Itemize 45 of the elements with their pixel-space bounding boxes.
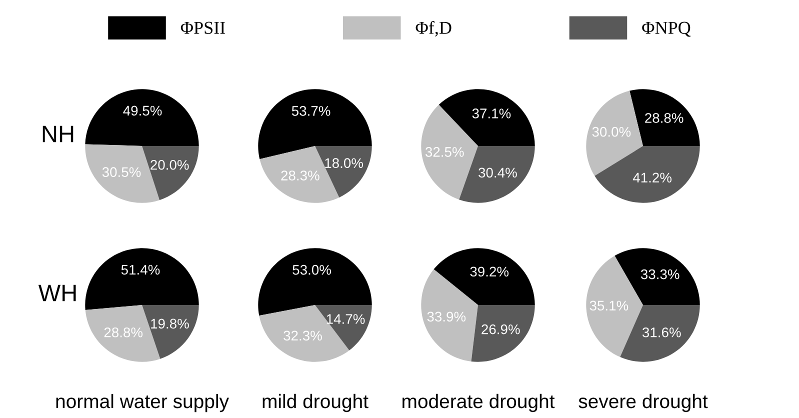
pie-slice [434,248,535,305]
data-label: 26.9% [482,324,520,334]
data-label: 49.5% [123,106,162,116]
legend-label: ΦPSII [180,22,226,34]
data-label: 33.3% [640,269,680,280]
text: NH [42,126,74,142]
legend-label: Φf,D [416,21,452,37]
pie-slice [594,146,700,203]
data-label: 30.5% [102,167,141,178]
pie-slice [258,89,372,160]
text: WH [38,284,76,302]
pie-slice [586,256,643,358]
pie-slice [630,89,700,146]
data-label: 31.6% [642,327,681,338]
text: normal water supply [56,394,229,412]
pie-slice [85,248,199,310]
legend-label: ΦNPQ [642,22,691,37]
data-label: 32.3% [284,330,322,341]
text: severe drought [578,394,708,412]
data-label: 35.1% [590,300,628,311]
data-label: 53.7% [292,106,330,116]
pie-slice [438,89,535,146]
data-label: 30.4% [478,168,517,178]
data-label: 53.0% [292,264,331,275]
data-label: 20.0% [150,160,189,170]
pie-slice [258,248,372,316]
pie-slice [471,305,535,362]
data-label: 32.5% [425,147,464,157]
data-label: 19.8% [151,318,189,329]
data-label: 33.9% [427,312,466,322]
data-label: 51.4% [121,264,160,275]
text: mild drought [262,394,368,412]
pie-slice [142,146,199,200]
data-label: 37.1% [472,108,511,118]
data-label: 28.8% [645,113,684,123]
text: moderate drought [402,394,555,412]
data-label: 28.8% [104,327,143,338]
data-label: 18.0% [325,158,364,168]
data-label: 28.3% [281,170,320,180]
data-label: 14.7% [326,314,365,324]
pie-slice [142,305,199,359]
data-label: 41.2% [632,172,672,182]
data-label: 30.0% [592,126,631,137]
pie-slice [85,89,199,146]
data-label: 39.2% [470,266,509,277]
